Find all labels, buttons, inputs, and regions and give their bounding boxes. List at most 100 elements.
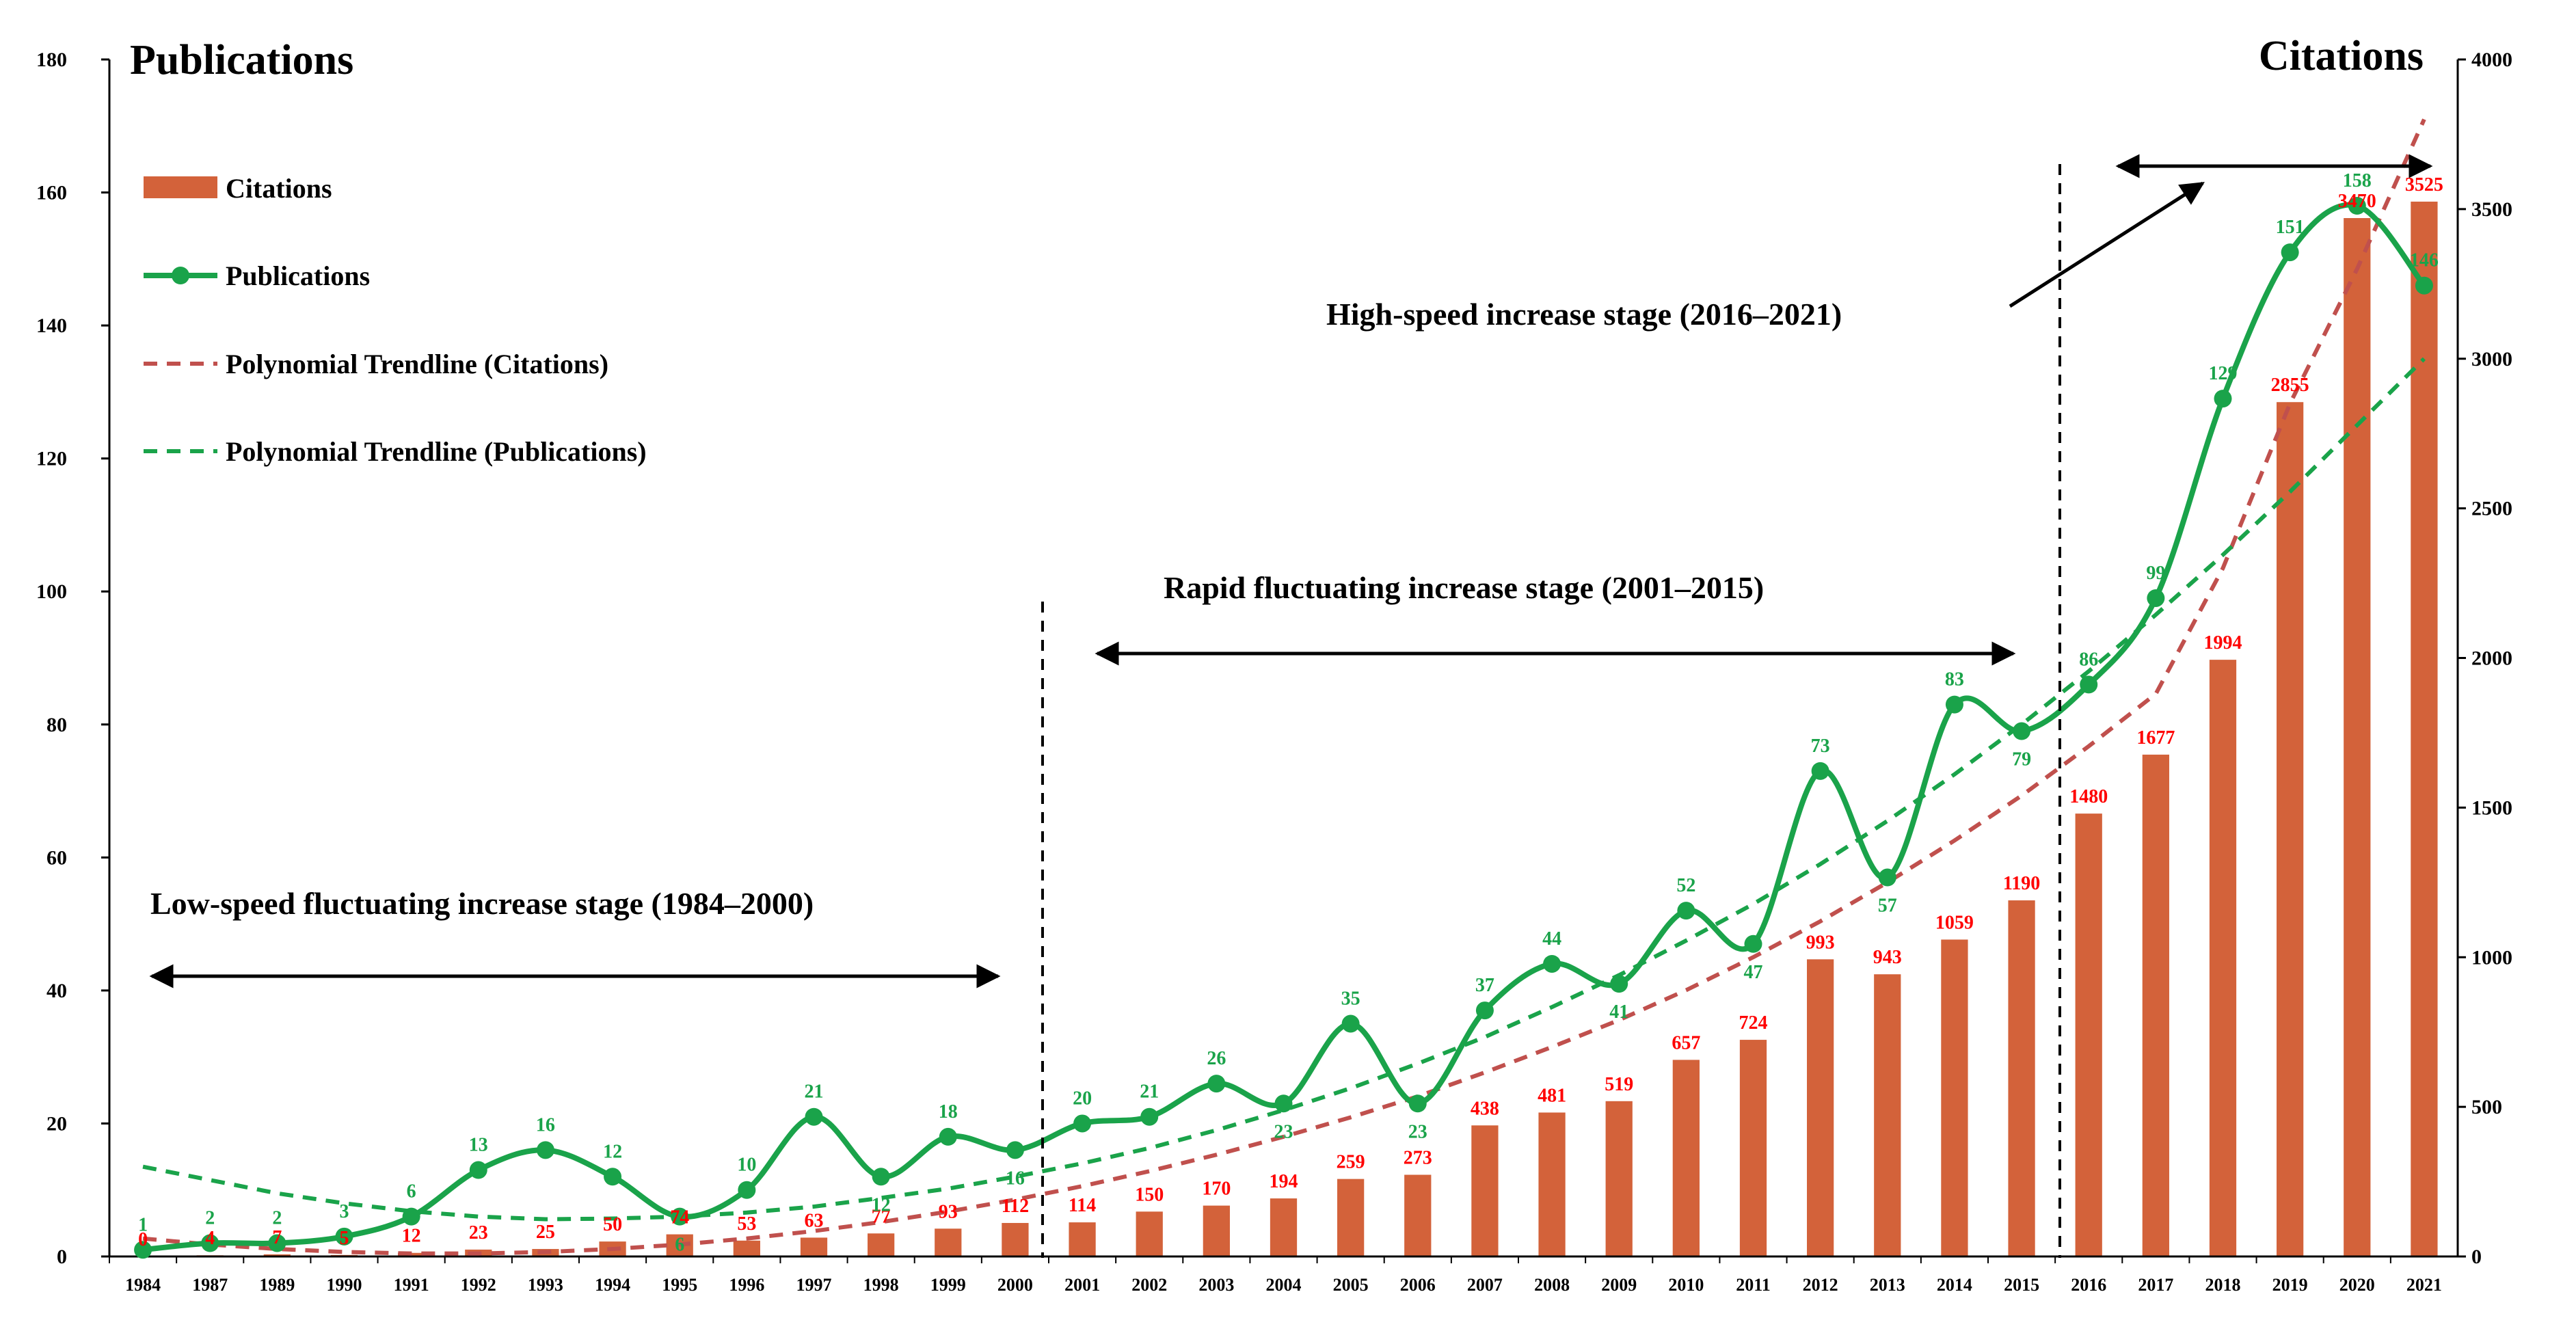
left-tick-label: 160 xyxy=(36,182,67,204)
publication-value-label: 158 xyxy=(2343,170,2372,191)
citation-bar xyxy=(1874,974,1901,1256)
publications-point xyxy=(2348,197,2366,215)
x-tick-label: 2005 xyxy=(1333,1275,1369,1295)
publication-value-label: 129 xyxy=(2209,363,2238,384)
x-tick-label: 1994 xyxy=(595,1275,630,1295)
publication-value-label: 20 xyxy=(1073,1088,1092,1109)
x-tick-label: 2006 xyxy=(1400,1275,1436,1295)
stage-label-low-speed: Low-speed fluctuating increase stage (19… xyxy=(150,886,814,921)
x-tick-label: 2014 xyxy=(1937,1275,1972,1295)
right-axis-title: Citations xyxy=(2259,33,2424,79)
publication-value-label: 44 xyxy=(1542,928,1561,950)
legend-label-trend-publications: Polynomial Trendline (Publications) xyxy=(226,436,647,467)
citation-value-label: 3525 xyxy=(2405,174,2443,196)
publication-value-label: 13 xyxy=(469,1135,488,1156)
publication-value-label: 2 xyxy=(272,1208,282,1229)
legend-swatch-citations xyxy=(144,176,217,198)
publications-point xyxy=(402,1207,420,1226)
publications-point xyxy=(268,1234,286,1252)
publications-point xyxy=(1677,902,1695,920)
trendlines xyxy=(142,118,2426,1256)
citation-value-label: 943 xyxy=(1873,947,1902,968)
publication-value-label: 79 xyxy=(2012,749,2031,770)
citation-value-label: 77 xyxy=(872,1206,891,1227)
citation-bar xyxy=(935,1228,962,1256)
left-tick-label: 80 xyxy=(46,714,67,736)
citation-bar xyxy=(1203,1205,1230,1256)
legend-marker-publications xyxy=(172,267,189,284)
publication-value-label: 41 xyxy=(1609,1001,1628,1023)
publications-point xyxy=(2013,722,2031,740)
citation-bar xyxy=(733,1240,760,1256)
citation-bar xyxy=(800,1237,828,1256)
x-tick-label: 2020 xyxy=(2339,1275,2375,1295)
publication-value-label: 12 xyxy=(872,1194,891,1215)
citation-value-label: 438 xyxy=(1471,1098,1499,1119)
left-tick-label: 180 xyxy=(36,49,67,71)
publications-point xyxy=(1408,1094,1427,1113)
publications-point xyxy=(1207,1075,1226,1093)
publication-value-label: 47 xyxy=(1744,962,1763,983)
x-tick-label: 1995 xyxy=(662,1275,697,1295)
publication-value-label: 151 xyxy=(2276,217,2305,238)
citation-bars xyxy=(196,201,2438,1256)
citation-bar xyxy=(1739,1040,1767,1256)
publications-point xyxy=(604,1168,622,1186)
citation-value-label: 519 xyxy=(1605,1074,1633,1095)
citation-value-label: 273 xyxy=(1404,1147,1432,1168)
x-tick-label: 2016 xyxy=(2071,1275,2106,1295)
publications-point xyxy=(2281,243,2299,262)
x-tick-label: 1987 xyxy=(192,1275,228,1295)
publications-point xyxy=(2147,589,2165,607)
citation-value-label: 993 xyxy=(1806,932,1835,953)
legend: Citations Publications Polynomial Trendl… xyxy=(144,173,647,467)
x-tick-label: 1998 xyxy=(863,1275,899,1295)
citation-value-label: 150 xyxy=(1135,1184,1164,1205)
publication-value-label: 52 xyxy=(1676,875,1695,896)
citation-bar xyxy=(1538,1112,1566,1256)
publication-value-label: 6 xyxy=(407,1181,416,1202)
stage-pointer-high-speed xyxy=(2009,181,2205,308)
citation-bar xyxy=(1941,939,1968,1256)
publications-point xyxy=(2214,390,2232,408)
publications-point xyxy=(1744,934,1762,953)
publications-point xyxy=(939,1127,957,1146)
citation-value-label: 1190 xyxy=(2003,873,2040,894)
publications-point xyxy=(2080,675,2098,694)
citation-bar xyxy=(1404,1174,1432,1256)
citation-value-label: 5 xyxy=(340,1228,349,1249)
citation-bar xyxy=(1672,1060,1700,1256)
citation-value-label: 74 xyxy=(670,1207,689,1228)
publication-value-label: 18 xyxy=(939,1101,958,1122)
publications-point xyxy=(1274,1094,1293,1113)
axes xyxy=(108,59,2459,1258)
citation-bar xyxy=(1807,959,1834,1256)
x-tick-label: 1984 xyxy=(125,1275,161,1295)
publication-value-label: 3 xyxy=(340,1201,349,1222)
publications-point xyxy=(335,1227,353,1246)
publication-value-label: 21 xyxy=(1140,1081,1159,1103)
publications-point xyxy=(2415,276,2433,295)
publication-value-label: 2 xyxy=(205,1208,215,1229)
x-tick-label: 1999 xyxy=(930,1275,966,1295)
citation-bar xyxy=(2008,900,2035,1256)
x-tick-label: 2002 xyxy=(1131,1275,1167,1295)
publication-value-label: 99 xyxy=(2146,563,2165,584)
publications-point xyxy=(1140,1107,1159,1126)
publications-point xyxy=(1878,868,1896,887)
x-tick-label: 2000 xyxy=(997,1275,1033,1295)
publications-point xyxy=(1006,1141,1024,1159)
publications-point xyxy=(1811,762,1829,780)
citation-bar xyxy=(2075,813,2102,1256)
publications-line xyxy=(134,197,2433,1259)
left-tick-label: 0 xyxy=(57,1246,67,1268)
publication-value-label: 12 xyxy=(603,1141,622,1162)
left-axis-title: Publications xyxy=(130,37,353,83)
publications-point xyxy=(201,1234,219,1252)
publications-point xyxy=(1341,1014,1360,1033)
legend-label-publications: Publications xyxy=(226,260,370,291)
citation-bar xyxy=(2411,201,2438,1256)
publication-value-label: 16 xyxy=(536,1114,555,1135)
publications-point xyxy=(134,1241,152,1259)
